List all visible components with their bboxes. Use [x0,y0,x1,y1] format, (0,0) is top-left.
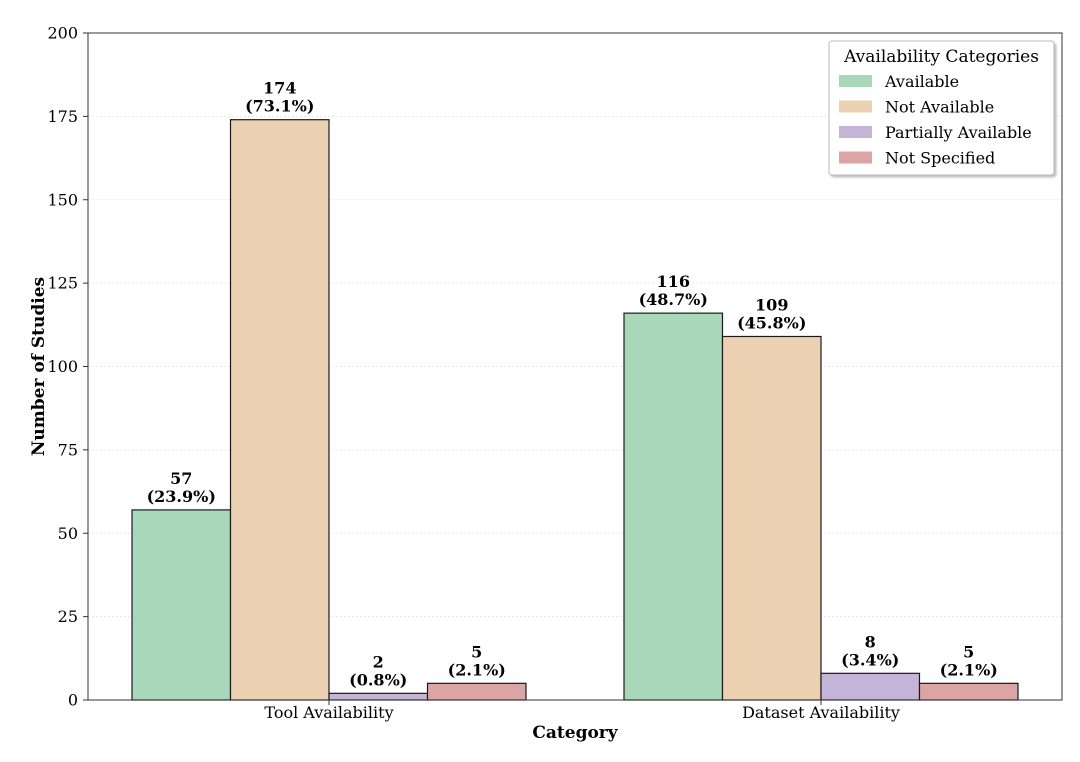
y-tick-label: 50 [58,524,78,543]
legend-swatch-not-specified [839,151,872,164]
bar-not-specified-tool-availability [426,682,527,701]
legend-label-available: Available [884,72,959,91]
bar-partially-available-tool-availability [328,692,429,701]
x-tick-label: Dataset Availability [742,703,900,722]
legend: Availability Categories Available Not Ava… [828,40,1055,176]
x-axis-title: Category [532,723,618,743]
legend-box [828,40,1055,176]
y-tick-label: 75 [58,440,78,459]
legend-label-not-specified: Not Specified [885,149,995,168]
bar-not-available-tool-availability [229,119,330,701]
bar-percent-label: (45.8%) [737,313,806,332]
y-tick-label: 175 [47,107,78,126]
bar-not-specified-dataset-availability [918,682,1019,701]
bar-available-tool-availability [131,509,232,701]
legend-swatch-partially-available [839,126,872,138]
bar-percent-label: (0.8%) [349,670,407,689]
bar-percent-label: (2.1%) [940,660,998,679]
y-tick-label: 125 [47,274,78,293]
bar-value-label: 57 [170,469,192,488]
y-axis-ticks: 0 25 50 75 100 125 150 175 200 [47,24,88,710]
x-tick-label: Tool Availability [264,703,393,722]
bar-value-label: 174 [263,79,296,98]
legend-label-not-available: Not Available [885,98,994,117]
y-tick-label: 150 [47,190,78,209]
legend-label-partially-available: Partially Available [885,123,1032,142]
y-tick-label: 0 [68,691,78,710]
bar-partially-available-dataset-availability [820,672,921,701]
bar-percent-label: (2.1%) [448,660,506,679]
legend-swatch-available [839,75,872,87]
y-tick-label: 100 [47,357,78,376]
bar-percent-label: (3.4%) [841,650,899,669]
bar-percent-label: (73.1%) [245,97,314,116]
bar-value-label: 109 [755,295,788,314]
bar-available-dataset-availability [623,312,724,701]
y-tick-label: 25 [58,607,78,626]
bar-percent-label: (48.7%) [639,290,708,309]
bar-value-label: 8 [865,632,876,651]
bar-value-label: 5 [963,642,974,661]
bar-labels: 57(23.9%)174(73.1%)2(0.8%)5(2.1%)116(48.… [147,79,998,690]
bar-percent-label: (23.9%) [147,487,216,506]
bar-value-label: 5 [471,642,482,661]
legend-swatch-not-available [839,100,872,113]
x-axis-ticks: Tool Availability Dataset Availability [264,700,900,722]
bar-value-label: 2 [373,652,384,671]
bar-not-available-dataset-availability [721,335,822,701]
bars [131,119,1019,701]
legend-title: Availability Categories [843,47,1039,67]
bar-value-label: 116 [657,272,690,291]
y-tick-label: 200 [47,24,78,43]
y-axis-title: Number of Studies [29,277,49,456]
